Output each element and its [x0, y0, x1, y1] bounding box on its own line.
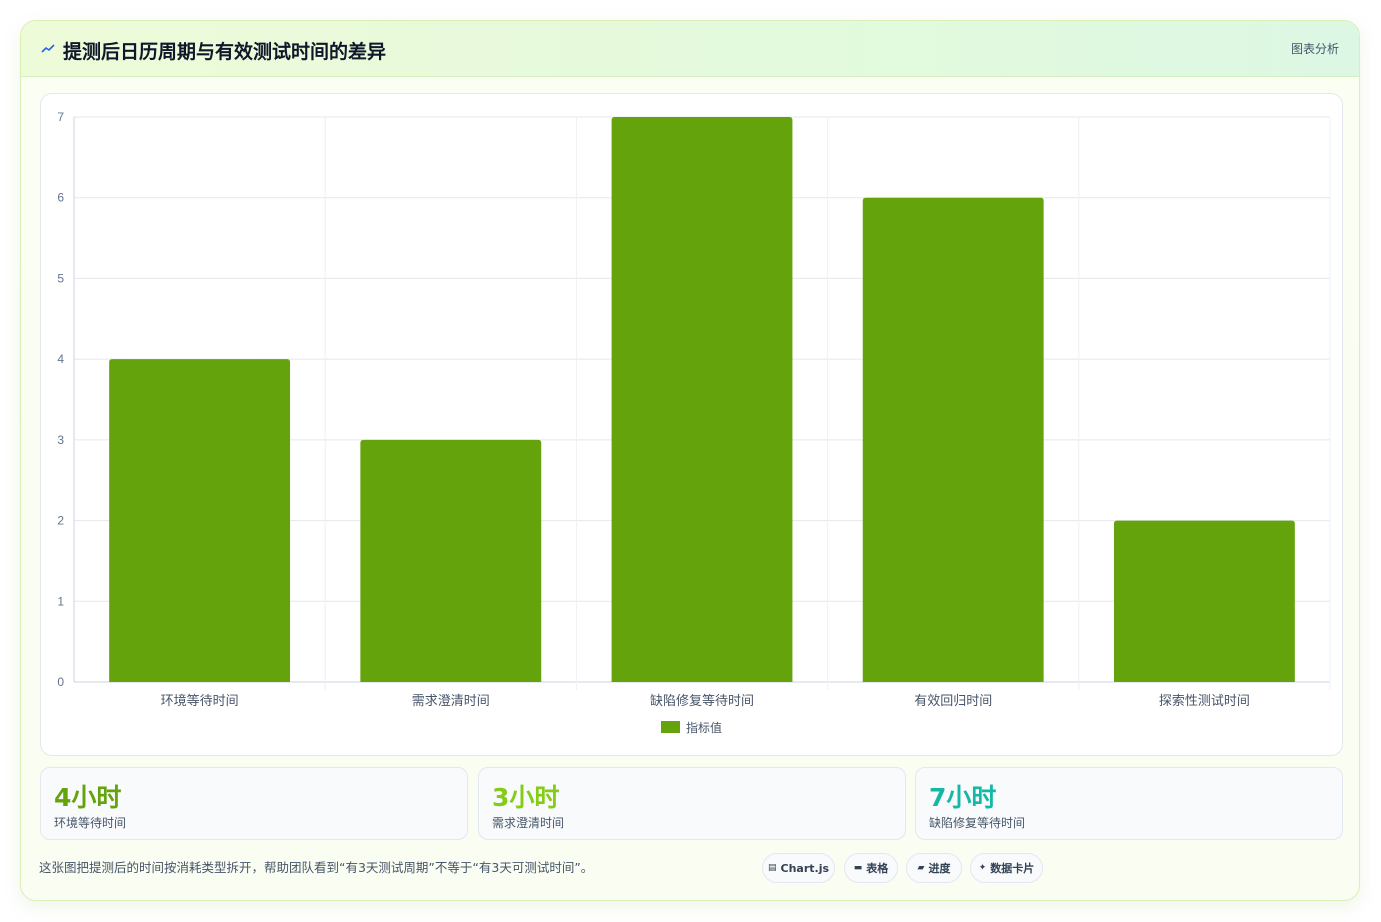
legend-swatch — [661, 721, 680, 733]
pill-label: 进度 — [928, 862, 951, 875]
bar — [1113, 520, 1295, 682]
pill-datacard[interactable]: ✦ 数据卡片 — [970, 853, 1043, 883]
table-icon: ▬ — [853, 863, 863, 873]
x-tick-label: 需求澄清时间 — [412, 693, 490, 708]
y-tick-label: 5 — [57, 271, 64, 285]
legend-label: 指标值 — [686, 720, 722, 735]
pill-chartjs[interactable]: ▤ Chart.js — [762, 853, 835, 883]
pill-table[interactable]: ▬ 表格 — [844, 853, 898, 883]
y-tick-label: 6 — [57, 191, 64, 205]
x-tick-label: 有效回归时间 — [914, 693, 992, 708]
y-tick-label: 7 — [57, 110, 64, 124]
card-header: 提测后日历周期与有效测试时间的差异 图表分析 — [21, 21, 1359, 77]
stat-card-defect: 7小时 缺陷修复等待时间 — [915, 767, 1343, 840]
stat-card-env: 4小时 环境等待时间 — [40, 767, 468, 840]
trend-icon — [41, 44, 55, 53]
bar — [611, 117, 793, 682]
x-tick-label: 探索性测试时间 — [1159, 693, 1250, 708]
bar — [862, 197, 1044, 682]
pill-label: 表格 — [866, 862, 889, 875]
bar — [360, 439, 542, 682]
stat-label: 缺陷修复等待时间 — [929, 816, 1026, 830]
stat-card-req: 3小时 需求澄清时间 — [478, 767, 906, 840]
chart-footnote: 这张图把提测后的时间按消耗类型拆开，帮助团队看到“有3天测试周期”不等于“有3天… — [39, 860, 594, 875]
pill-label: 数据卡片 — [990, 862, 1035, 875]
x-tick-label: 环境等待时间 — [161, 693, 239, 708]
chart-title: 提测后日历周期与有效测试时间的差异 — [63, 41, 387, 63]
card-icon: ✦ — [978, 863, 987, 873]
chart-card: 提测后日历周期与有效测试时间的差异 图表分析 0 1 2 3 4 5 6 7 环境等待时间 需求澄… — [20, 20, 1360, 901]
y-tick-label: 0 — [57, 675, 64, 689]
y-tick-label: 4 — [57, 352, 64, 366]
bar-chart: 0 1 2 3 4 5 6 7 环境等待时间 需求澄清时间 缺陷修复等待时间 有效回归时间 探索性测试时… — [57, 110, 1331, 735]
y-tick-label: 1 — [57, 594, 64, 608]
stat-value: 7小时 — [929, 783, 997, 812]
stat-value: 4小时 — [54, 783, 122, 812]
chart-icon: ▤ — [767, 863, 777, 873]
y-tick-label: 3 — [57, 433, 64, 447]
stat-label: 需求澄清时间 — [492, 816, 565, 830]
progress-icon: ▰ — [917, 863, 925, 873]
x-tick-label: 缺陷修复等待时间 — [650, 693, 754, 708]
header-tag: 图表分析 — [1290, 42, 1339, 56]
bar — [109, 359, 291, 682]
y-tick-label: 2 — [57, 514, 64, 528]
stat-value: 3小时 — [492, 783, 560, 812]
chart-panel: 0 1 2 3 4 5 6 7 环境等待时间 需求澄清时间 缺陷修复等待时间 有效回归时间 探索性测试时… — [40, 93, 1343, 756]
stat-label: 环境等待时间 — [54, 816, 127, 830]
pill-label: Chart.js — [780, 861, 830, 875]
pill-progress[interactable]: ▰ 进度 — [906, 853, 962, 883]
